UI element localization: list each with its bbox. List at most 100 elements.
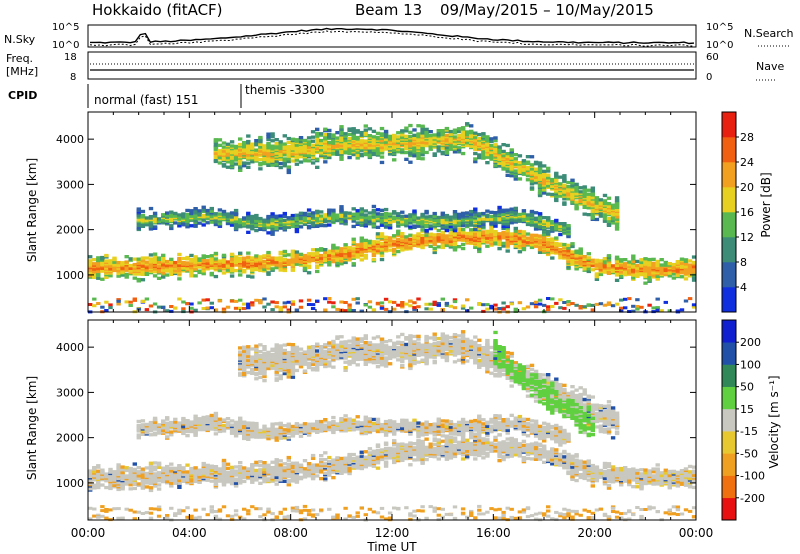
heatmap-cell [233, 211, 239, 215]
heatmap-cell [647, 257, 652, 262]
heatmap-cell [643, 259, 648, 264]
colorbar-tick-label: 12 [740, 231, 754, 244]
heatmap-cell [627, 260, 632, 264]
heatmap-cell [428, 302, 433, 306]
heatmap-cell [282, 249, 287, 254]
heatmap-cell [614, 198, 620, 203]
heatmap-cell [148, 461, 154, 465]
heatmap-cell [351, 262, 356, 266]
heatmap-cell [347, 155, 352, 160]
freq-strip [87, 51, 697, 80]
heatmap-cell [379, 306, 385, 310]
heatmap-cell [201, 217, 206, 222]
heatmap-cell [92, 297, 97, 301]
heatmap-cell [408, 245, 413, 250]
heatmap-cell [355, 243, 360, 247]
heatmap-cell [262, 254, 267, 258]
heatmap-cell [310, 135, 316, 139]
heatmap-cell [392, 158, 397, 162]
heatmap-cell [529, 182, 535, 186]
heatmap-cell [88, 271, 93, 275]
heatmap-cell [489, 232, 494, 236]
heatmap-cell [258, 167, 263, 171]
heatmap-cell [108, 303, 113, 307]
heatmap-cell [335, 131, 340, 135]
heatmap-cell [148, 304, 154, 308]
heatmap-cell [294, 162, 300, 166]
heatmap-cell [574, 185, 579, 189]
heatmap-cell [562, 183, 567, 187]
heatmap-cell [274, 266, 279, 270]
heatmap-cell [189, 257, 194, 262]
heatmap-cell [379, 251, 385, 255]
heatmap-cell [258, 464, 263, 468]
heatmap-cell [485, 209, 490, 213]
heatmap-cell [262, 463, 267, 467]
heatmap-cell [691, 305, 697, 309]
heatmap-cell [161, 466, 166, 470]
heatmap-cell [355, 135, 360, 140]
heatmap-cell [298, 299, 304, 303]
heatmap-cell [205, 211, 210, 215]
heatmap-cell [302, 459, 308, 463]
heatmap-cell [254, 213, 259, 218]
heatmap-cell [124, 255, 129, 259]
heatmap-cell [440, 297, 445, 301]
heatmap-cell [189, 253, 194, 258]
heatmap-cell [371, 240, 377, 244]
heatmap-cell [602, 261, 608, 265]
heatmap-cell [400, 129, 405, 133]
heatmap-cell [152, 461, 158, 465]
heatmap-cell [566, 243, 571, 247]
heatmap-cell [387, 134, 393, 138]
heatmap-cell [323, 451, 328, 455]
heatmap-cell [100, 483, 105, 487]
heatmap-cell [331, 470, 336, 474]
heatmap-cell [181, 466, 186, 470]
y-tick-label: 1000 [56, 269, 84, 282]
colorbar-segment [722, 212, 736, 238]
heatmap-cell [254, 158, 259, 162]
heatmap-cell [339, 135, 344, 140]
heatmap-cell [347, 147, 352, 152]
heatmap-cell [452, 300, 458, 304]
heatmap-cell [351, 207, 356, 211]
heatmap-cell [383, 129, 389, 134]
heatmap-cell [570, 242, 575, 246]
heatmap-cell [136, 474, 141, 478]
heatmap-cell [310, 303, 316, 307]
heatmap-cell [363, 253, 368, 257]
heatmap-cell [546, 305, 551, 309]
colorbar-segment [722, 187, 736, 213]
heatmap-cell [586, 252, 591, 256]
heatmap-cell [359, 239, 364, 243]
heatmap-cell [460, 227, 466, 232]
heatmap-cell [542, 233, 547, 237]
heatmap-cell [647, 260, 652, 264]
heatmap-cell [306, 136, 312, 140]
heatmap-cell [274, 464, 279, 469]
heatmap-cell [233, 208, 239, 213]
heatmap-cell [286, 455, 291, 460]
heatmap-cell [485, 161, 490, 165]
heatmap-cell [169, 226, 174, 231]
heatmap-cell [205, 208, 210, 213]
heatmap-cell [379, 208, 385, 212]
colorbar-segment [722, 287, 736, 313]
heatmap-cell [631, 260, 636, 264]
heatmap-cell [161, 275, 166, 279]
heatmap-cell [185, 222, 190, 226]
heatmap-cell [359, 152, 364, 156]
heatmap-cell [144, 466, 150, 470]
heatmap-cell [225, 470, 231, 474]
heatmap-cell [343, 301, 348, 304]
heatmap-cell [363, 209, 368, 213]
heatmap-cell [209, 306, 214, 310]
heatmap-cell [254, 139, 259, 143]
heatmap-cell [379, 160, 385, 165]
nave-label: Nave [756, 60, 784, 73]
heatmap-cell [400, 148, 405, 152]
heatmap-cell [262, 467, 267, 472]
heatmap-cell [562, 222, 567, 226]
heatmap-cell [290, 224, 296, 229]
